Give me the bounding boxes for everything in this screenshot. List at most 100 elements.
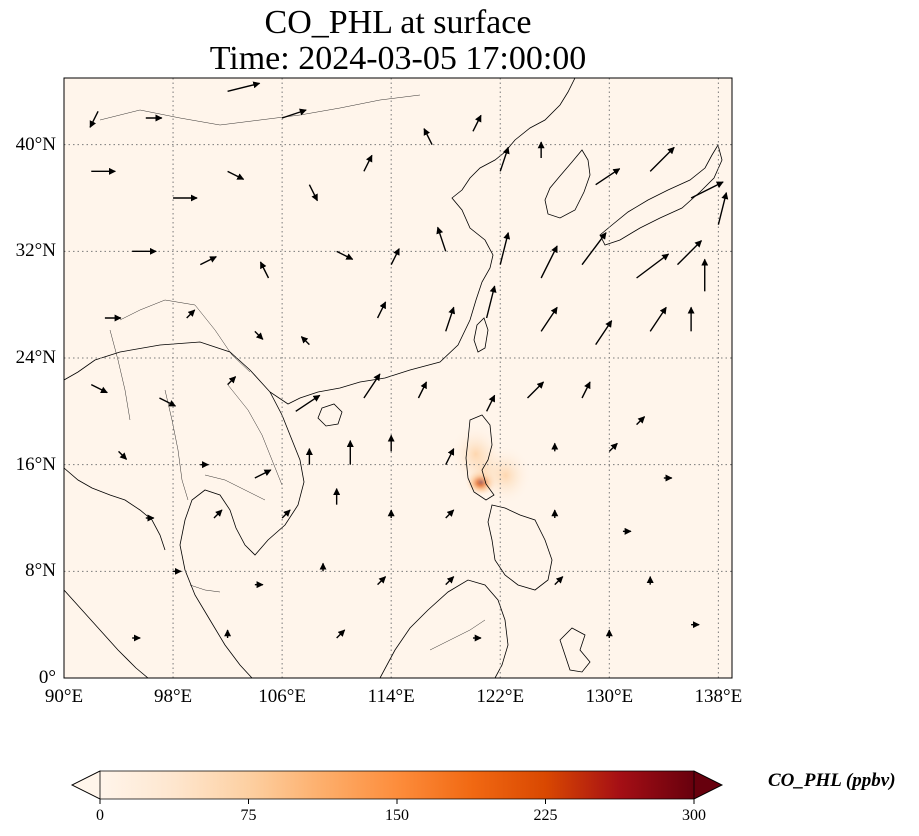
wind-arrow xyxy=(445,306,456,332)
colorbar-tick-label: 150 xyxy=(385,807,409,824)
wind-arrow xyxy=(336,629,346,639)
wind-arrow xyxy=(527,381,545,399)
colorbar-over-extension xyxy=(693,770,723,800)
wind-arrow xyxy=(89,111,99,128)
korea-coast xyxy=(544,149,591,219)
wind-arrow xyxy=(377,576,387,586)
colorbar-tick-label: 0 xyxy=(96,807,104,824)
wind-arrow xyxy=(445,448,455,465)
lon-tick-label: 122°E xyxy=(476,686,525,707)
map-background xyxy=(64,78,732,678)
wind-arrow xyxy=(376,301,387,319)
wind-arrow xyxy=(595,320,613,346)
border-myanmar-thailand xyxy=(164,389,189,501)
wind-arrow xyxy=(336,250,354,260)
wind-arrow xyxy=(485,285,497,319)
border-borneo xyxy=(429,619,486,651)
hainan-coast xyxy=(317,403,343,427)
wind-arrow xyxy=(581,381,591,399)
wind-arrow xyxy=(281,108,307,119)
luzon-coast xyxy=(465,414,495,501)
visayas-mindanao-coast xyxy=(487,504,553,591)
wind-arrow xyxy=(390,248,400,265)
map-frame xyxy=(63,77,733,679)
lat-tick-label: 40°N xyxy=(15,133,56,155)
wind-arrow xyxy=(159,397,177,407)
lat-tick-label: 8°N xyxy=(25,560,56,582)
wind-arrow xyxy=(363,154,373,172)
wind-arrow xyxy=(363,373,381,399)
lon-tick-label: 138°E xyxy=(694,686,743,707)
wind-arrow xyxy=(118,450,128,460)
border-china-mongolia xyxy=(99,94,421,126)
lat-tick-label: 32°N xyxy=(15,240,56,262)
wind-arrow xyxy=(540,245,558,279)
lon-tick-label: 130°E xyxy=(585,686,634,707)
wind-arrow xyxy=(254,330,264,340)
wind-arrow xyxy=(581,232,607,266)
border-china-south xyxy=(119,299,251,373)
lon-tick-label: 90°E xyxy=(44,686,84,707)
colorbar-label: CO_PHL (ppbv) xyxy=(768,770,896,791)
wind-arrow xyxy=(436,226,447,252)
wind-arrow xyxy=(186,309,196,319)
wind-arrow xyxy=(227,81,261,93)
wind-arrow xyxy=(254,469,272,479)
plot-time-subtitle: Time: 2024-03-05 17:00:00 xyxy=(209,40,587,77)
japan-coast xyxy=(599,143,723,246)
wind-vectors xyxy=(89,81,729,642)
wind-arrow xyxy=(259,261,270,279)
wind-arrow xyxy=(485,394,496,412)
wind-arrow xyxy=(308,184,319,202)
wind-arrow xyxy=(540,306,558,332)
wind-arrow xyxy=(445,576,455,586)
colorbar-bar xyxy=(100,771,694,799)
lon-tick-label: 106°E xyxy=(258,686,306,707)
indochina-coast xyxy=(179,391,305,678)
border-malaysia-thailand xyxy=(189,584,221,593)
wind-arrow xyxy=(417,381,428,399)
wind-arrow xyxy=(281,509,291,519)
taiwan-coast xyxy=(473,317,489,353)
plot-title: CO_PHL at surface xyxy=(264,4,532,41)
sulawesi-coast xyxy=(559,627,591,673)
lat-tick-label: 0° xyxy=(38,667,56,688)
wind-arrow xyxy=(554,576,564,586)
wind-arrow xyxy=(499,146,510,172)
wind-arrow xyxy=(295,394,321,412)
wind-arrow xyxy=(499,231,511,265)
colorbar-under-extension xyxy=(71,770,101,800)
wind-arrow xyxy=(636,416,646,426)
borneo-coast xyxy=(379,579,509,678)
wind-arrow xyxy=(636,253,670,279)
wind-arrow xyxy=(608,442,618,452)
border-laos-vietnam xyxy=(227,384,283,486)
wind-arrow xyxy=(213,509,223,519)
wind-arrow xyxy=(717,191,729,225)
lon-tick-label: 114°E xyxy=(367,686,415,707)
wind-arrow xyxy=(676,240,702,266)
wind-arrow xyxy=(595,168,621,186)
wind-arrow xyxy=(227,376,237,386)
wind-arrow xyxy=(227,170,245,180)
concentration-field xyxy=(449,424,532,506)
wind-arrow xyxy=(649,146,675,172)
colorbar-tick-label: 75 xyxy=(240,807,257,824)
wind-arrow xyxy=(90,384,108,394)
plume-hotspot-3 xyxy=(479,445,532,506)
colorbar-tick-label: 225 xyxy=(533,807,558,824)
border-india-myanmar xyxy=(109,329,131,421)
wind-arrow xyxy=(649,306,667,332)
colorbar-tick-marks xyxy=(99,799,695,804)
lat-tick-label: 16°N xyxy=(15,453,56,475)
border-thailand-cambodia xyxy=(204,474,266,501)
wind-arrow xyxy=(690,181,724,199)
lon-tick-label: 98°E xyxy=(153,686,193,707)
wind-arrow xyxy=(300,336,310,346)
wind-arrow xyxy=(445,509,455,519)
wind-arrow xyxy=(472,114,482,132)
sumatra-coast xyxy=(64,589,149,678)
country-borders xyxy=(99,94,486,651)
wind-arrow xyxy=(200,256,217,266)
